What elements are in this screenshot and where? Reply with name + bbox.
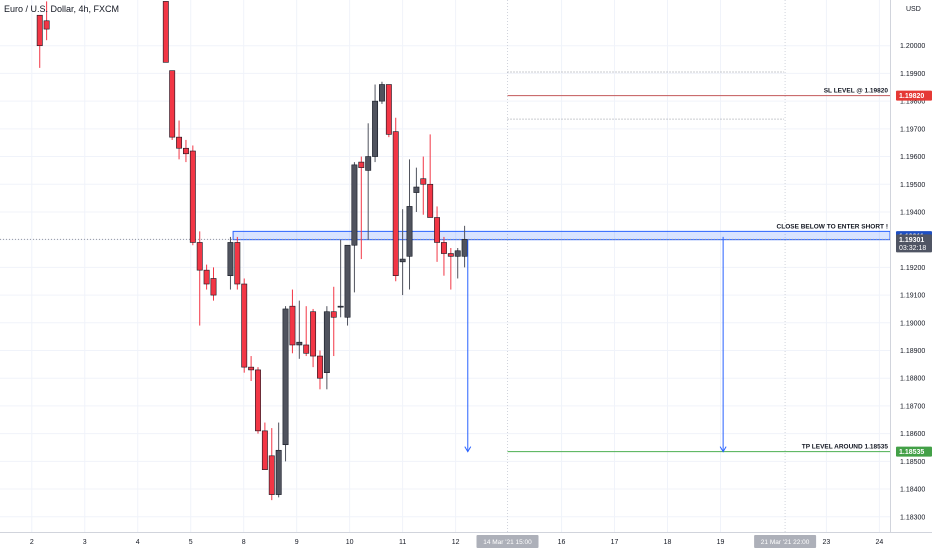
y-tick-label: 1.19500 — [900, 182, 925, 189]
price-badge-countdown: 03:32:18 — [899, 245, 926, 252]
candle-body — [227, 242, 234, 276]
y-tick-label: 1.18600 — [900, 431, 925, 438]
candle-body — [358, 161, 365, 168]
price-badge-value: 1.19301 — [899, 237, 924, 244]
candle-body — [296, 341, 303, 346]
candle-body — [234, 242, 241, 285]
y-tick-label: 1.18800 — [900, 376, 925, 383]
y-tick-label: 1.19000 — [900, 320, 925, 327]
candle-body — [365, 156, 372, 171]
y-tick-label: 1.18900 — [900, 348, 925, 355]
price-badge-value: 1.19820 — [899, 93, 924, 100]
y-tick-label: 1.19700 — [900, 126, 925, 133]
candle-body — [189, 150, 196, 243]
x-tick-label: 3 — [83, 539, 87, 546]
x-tick-label: 24 — [876, 539, 884, 546]
candle-body — [255, 369, 261, 432]
x-tick-label: 18 — [664, 539, 672, 546]
x-tick-label: 19 — [717, 539, 725, 546]
x-tick-label: 11 — [399, 539, 406, 546]
candle-body — [303, 344, 310, 354]
y-tick-label: 1.19200 — [900, 265, 925, 272]
candle-body — [275, 449, 282, 495]
x-tick-label: 17 — [611, 539, 619, 546]
candle-body — [310, 311, 317, 357]
x-tick-label: 5 — [189, 539, 193, 546]
candle-body — [36, 14, 43, 47]
candle-body — [248, 366, 255, 371]
candle-body — [196, 242, 203, 271]
candle-body — [434, 217, 441, 243]
candle-body — [372, 100, 379, 157]
currency-label: USD — [906, 6, 921, 13]
candle-body — [182, 147, 189, 155]
y-tick-label: 1.20000 — [900, 43, 925, 50]
y-tick-label: 1.19600 — [900, 154, 925, 161]
candle-body — [176, 136, 183, 149]
price-badge — [896, 234, 932, 253]
price-axis-bg — [890, 0, 932, 550]
candle-body — [210, 278, 217, 296]
symbol-title: Euro / U.S. Dollar, 4h, FXCM — [4, 4, 120, 14]
y-tick-label: 1.18700 — [900, 403, 925, 410]
level-label: SL LEVEL @ 1.19820 — [824, 88, 889, 95]
x-tick-label: 23 — [823, 539, 831, 546]
price-badge-value: 1.18535 — [899, 449, 924, 456]
candle-body — [385, 84, 392, 135]
y-tick-label: 1.18300 — [900, 514, 925, 521]
candle-body — [289, 305, 296, 346]
y-tick-label: 1.18500 — [900, 459, 925, 466]
candle-body — [162, 1, 169, 63]
candle-body — [427, 183, 434, 218]
candle-body — [203, 269, 210, 285]
candle-body — [268, 455, 275, 495]
y-tick-label: 1.19800 — [900, 99, 925, 106]
x-tick-label: 16 — [558, 539, 566, 546]
arrow-head — [464, 446, 472, 453]
candle-body — [330, 311, 337, 318]
y-tick-label: 1.19900 — [900, 71, 925, 78]
candle-body — [413, 186, 420, 193]
candle-body — [344, 244, 351, 318]
candle-body — [261, 430, 268, 470]
candle-body — [379, 84, 385, 102]
zone-label: CLOSE BELOW TO ENTER SHORT ! — [777, 223, 888, 230]
candle-body — [351, 164, 358, 246]
arrow-head — [719, 446, 727, 453]
candle-body — [43, 20, 50, 30]
time-axis-bg — [0, 532, 932, 550]
candle-body — [317, 355, 323, 379]
level-label: TP LEVEL AROUND 1.18535 — [802, 444, 889, 451]
candle-body — [399, 258, 406, 263]
candle-body — [447, 253, 454, 257]
candle-body — [337, 305, 344, 308]
candle-body — [440, 242, 447, 254]
x-tick-label: 12 — [452, 539, 460, 546]
candle-body — [241, 283, 248, 368]
x-tick-label: 9 — [295, 539, 299, 546]
candle-body — [282, 308, 289, 446]
candle-body — [461, 239, 468, 257]
x-tick-label: 4 — [136, 539, 140, 546]
price-badge — [896, 90, 932, 101]
candle-body — [454, 250, 461, 257]
x-tick-label: 10 — [346, 539, 354, 546]
x-tick-label: 2 — [30, 539, 34, 546]
date-badge-label: 21 Mar '21 22:00 — [761, 539, 810, 546]
y-tick-label: 1.19100 — [900, 293, 925, 300]
price-badge — [896, 446, 932, 457]
candle-body — [406, 206, 413, 257]
date-badge — [476, 535, 539, 548]
x-tick-label: 8 — [242, 539, 246, 546]
date-badge — [754, 535, 817, 548]
candle-body — [420, 178, 427, 185]
y-tick-label: 1.19400 — [900, 209, 925, 216]
y-tick-label: 1.18400 — [900, 487, 925, 494]
candle-body — [392, 131, 399, 276]
date-badge-label: 14 Mar '21 15:00 — [483, 539, 532, 546]
candle-body — [169, 70, 176, 138]
entry-zone — [232, 230, 891, 241]
candle-body — [323, 311, 330, 373]
